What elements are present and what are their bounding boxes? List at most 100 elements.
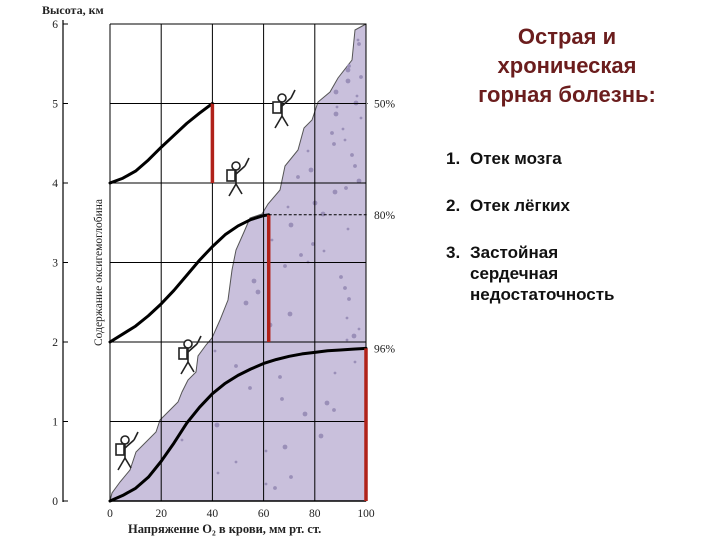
y-tick-label: 2	[52, 337, 58, 349]
list-item: 2. Отек лёгких	[446, 195, 711, 216]
rock-texture	[213, 349, 217, 353]
rock-texture	[289, 475, 293, 479]
rock-texture	[341, 127, 345, 131]
climber-ice-axe	[290, 89, 296, 99]
rock-texture	[270, 238, 274, 242]
rock-texture	[332, 189, 338, 195]
rock-texture	[356, 178, 362, 184]
list-item-text: Отек лёгких	[470, 196, 570, 215]
rock-texture	[345, 316, 349, 320]
rock-texture	[214, 422, 220, 428]
list-item-number: 1.	[446, 149, 461, 168]
climber-leg	[124, 457, 132, 469]
y-tick-label: 5	[52, 99, 58, 111]
climber-head	[231, 161, 241, 171]
rock-texture	[357, 42, 361, 46]
rock-texture	[346, 227, 350, 231]
rock-texture	[344, 186, 348, 190]
rock-texture	[273, 486, 277, 490]
saturation-curve	[108, 213, 271, 344]
y-tick-label: 6	[52, 19, 58, 31]
rock-texture	[359, 75, 363, 79]
rock-texture	[283, 264, 287, 268]
rock-texture	[264, 482, 268, 486]
rock-texture	[355, 94, 359, 98]
rock-texture	[335, 105, 339, 109]
y-tick-label: 3	[52, 258, 58, 270]
climber-leg	[117, 457, 126, 471]
disease-list: 1. Отек мозга 2. Отек лёгких 3. Застойна…	[446, 148, 711, 331]
list-item-number: 2.	[446, 196, 461, 215]
rock-texture	[324, 400, 330, 406]
rock-texture	[332, 142, 336, 146]
rock-texture	[286, 205, 290, 209]
rock-texture	[306, 149, 310, 153]
rock-texture	[243, 300, 249, 306]
list-item-text: Отек мозга	[470, 149, 562, 168]
climber-arm	[187, 343, 198, 353]
rock-texture	[332, 408, 336, 412]
climber-ice-axe	[244, 157, 250, 167]
x-tick-label: 40	[207, 508, 219, 520]
rock-texture	[357, 327, 361, 331]
rock-texture	[339, 275, 343, 279]
saturation-label: 96%	[374, 343, 396, 355]
rock-texture	[333, 89, 339, 95]
list-item: 1. Отек мозга	[446, 148, 711, 169]
rock-texture	[320, 211, 326, 217]
rock-texture	[359, 116, 363, 120]
rock-texture	[311, 242, 315, 246]
rock-texture	[330, 131, 334, 135]
saturation-curve	[108, 346, 368, 503]
climber-head	[183, 339, 193, 349]
rock-texture	[322, 249, 326, 253]
y-tick-label: 4	[52, 178, 58, 190]
climber-leg	[274, 115, 283, 129]
x-tick-label: 100	[357, 508, 375, 520]
saturation-label: 50%	[374, 99, 396, 111]
rock-texture	[180, 438, 184, 442]
list-item-number: 3.	[446, 243, 461, 262]
climber-figure	[178, 335, 202, 375]
saturation-curve	[108, 102, 214, 185]
rock-texture	[282, 444, 288, 450]
saturation-label: 80%	[374, 210, 396, 222]
climber-backpack	[272, 101, 282, 114]
rock-texture	[353, 164, 357, 168]
rock-texture	[264, 449, 268, 453]
rock-texture	[343, 286, 347, 290]
rock-texture	[308, 167, 314, 173]
chart-series: 50% 80% 96%	[108, 99, 396, 503]
rock-texture	[353, 360, 357, 364]
y-axis-title: Высота, км	[42, 3, 104, 17]
rock-texture	[356, 38, 360, 42]
rock-texture	[280, 397, 284, 401]
list-item-text: Застойная сердечная недостаточность	[470, 243, 615, 304]
rock-texture	[347, 297, 351, 301]
x-tick-label: 60	[258, 508, 270, 520]
rock-texture	[234, 364, 238, 368]
inner-y-axis-title: Содержание оксигемоглобина	[93, 199, 105, 346]
rock-texture	[347, 64, 351, 68]
x-tick-label: 80	[309, 508, 321, 520]
climber-leg	[235, 183, 243, 195]
climber-figures	[115, 89, 296, 471]
climber-figure	[226, 157, 250, 197]
x-tick-label: 20	[155, 508, 167, 520]
rock-texture	[288, 222, 294, 228]
rock-texture	[248, 386, 252, 390]
rock-texture	[350, 153, 354, 157]
climber-leg	[187, 361, 195, 373]
x-axis-title: Напряжение O₂ в крови, мм рт. ст.	[128, 522, 321, 536]
climber-leg	[281, 115, 289, 127]
climber-ice-axe	[133, 431, 139, 441]
rock-texture	[345, 78, 351, 84]
climber-backpack	[115, 443, 125, 456]
climber-figure	[115, 431, 139, 471]
climber-arm	[281, 97, 292, 107]
rock-texture	[278, 375, 282, 379]
climber-leg	[180, 361, 189, 375]
y-tick-label: 1	[52, 417, 58, 429]
